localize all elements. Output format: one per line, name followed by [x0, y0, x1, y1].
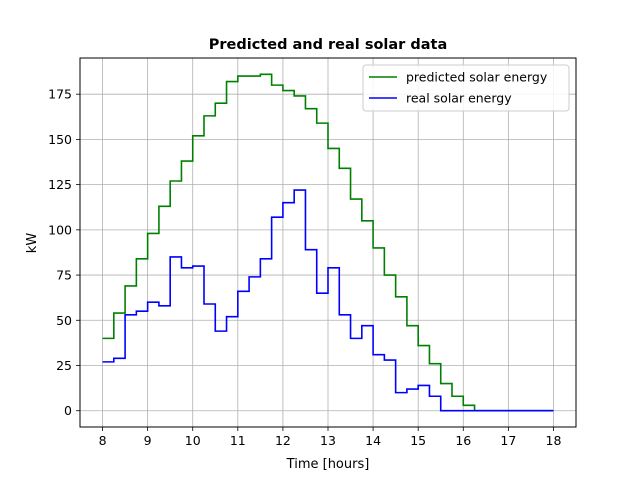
legend: predicted solar energy real solar energy [362, 64, 570, 112]
x-tick-label: 13 [320, 433, 336, 448]
series-lines [102, 73, 554, 412]
x-tick-label: 14 [365, 433, 381, 448]
legend-box [362, 64, 570, 112]
chart-title: Predicted and real solar data [209, 37, 448, 53]
legend-label-0: predicted solar energy [406, 70, 548, 85]
x-tick-label: 11 [230, 433, 246, 448]
y-axis-label: kW [25, 233, 40, 254]
y-tick-label: 0 [64, 403, 72, 418]
x-tick-label: 15 [410, 433, 426, 448]
y-tick-label: 75 [56, 268, 72, 283]
y-tick-label: 50 [56, 313, 72, 328]
series-line-1 [102, 189, 554, 412]
axis-ticks: 8 9 10 11 12 13 14 15 16 17 18 0 25 50 75 100 125 150 175 [48, 87, 561, 448]
x-tick-label: 9 [144, 433, 152, 448]
y-tick-label: 125 [48, 177, 72, 192]
x-tick-label: 16 [455, 433, 471, 448]
y-tick-label: 175 [48, 87, 72, 102]
y-tick-label: 100 [48, 222, 72, 237]
x-axis-label: Time [hours] [286, 457, 370, 472]
x-tick-label: 8 [99, 433, 107, 448]
y-tick-label: 25 [56, 358, 72, 373]
series-line-0 [102, 73, 554, 412]
legend-label-1: real solar energy [406, 91, 512, 106]
x-tick-label: 10 [185, 433, 201, 448]
y-tick-label: 150 [48, 132, 72, 147]
x-tick-label: 17 [500, 433, 516, 448]
x-tick-label: 12 [275, 433, 291, 448]
x-tick-label: 18 [546, 433, 562, 448]
